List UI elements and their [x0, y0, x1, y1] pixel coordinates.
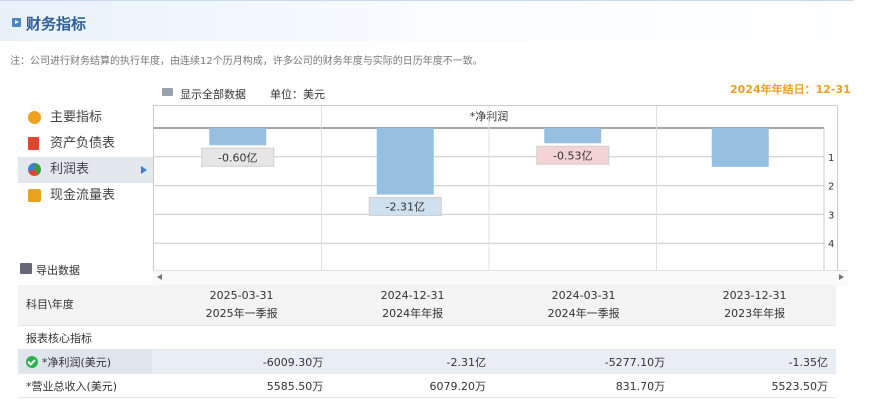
- show-all-icon[interactable]: [162, 88, 173, 96]
- table-cell: 6079.20万: [331, 373, 494, 398]
- export-data-button[interactable]: 导出数据: [20, 262, 80, 278]
- menu-item-cash-flow[interactable]: 现金流量表: [18, 183, 153, 209]
- bar: [544, 128, 602, 144]
- fiscal-note: 注：公司进行财务结算的执行年度，由连续12个历月构成，许多公司的财务年度与实际的…: [10, 56, 483, 67]
- column-period: 2023年年报: [724, 307, 786, 320]
- menu-item-label: 资产负债表: [50, 136, 116, 151]
- bar: [376, 128, 434, 195]
- table-cell: 5585.50万: [152, 373, 332, 398]
- bar: [209, 128, 267, 146]
- row-label: *净利润(美元): [42, 355, 112, 369]
- column-date: 2025-03-31: [209, 289, 274, 302]
- bar-label-box: [536, 145, 610, 165]
- title-bar: [0, 0, 853, 41]
- title-marker-icon: [12, 18, 21, 27]
- column-header: 2025-03-31 2025年一季报: [152, 285, 332, 326]
- column-period: 2024年一季报: [547, 307, 620, 320]
- fiscal-year-end: 2024年年结日：12-31: [730, 83, 851, 96]
- row-label: *营业总收入(美元): [18, 373, 152, 398]
- column-period: 2024年年报: [382, 307, 444, 320]
- scroll-right-icon[interactable]: [839, 274, 844, 280]
- bar-data-label: -0.60亿: [218, 151, 257, 164]
- sidebar-menu: 主要指标 资产负债表 利润表 现金流量表: [18, 105, 153, 209]
- column-header: 2024-12-31 2024年年报: [331, 285, 494, 326]
- scroll-left-icon[interactable]: [157, 274, 162, 280]
- pie-chart-icon: [28, 163, 41, 176]
- column-date: 2024-03-31: [551, 289, 616, 302]
- table-header-row: 科目\年度 2025-03-31 2025年一季报 2024-12-31 2024年…: [18, 285, 836, 326]
- table-row[interactable]: *净利润(美元) -6009.30万 -2.31亿 -5277.10万 -1.3…: [18, 349, 836, 374]
- section-row: 报表核心指标: [18, 325, 836, 350]
- y-tick-label: 3: [828, 210, 834, 221]
- section-label: 报表核心指标: [18, 325, 152, 350]
- column-period: 2025年一季报: [205, 307, 278, 320]
- table-cell: 831.70万: [493, 373, 674, 398]
- y-tick-label: 1: [828, 153, 834, 164]
- column-header: 2023-12-31 2023年年报: [673, 285, 836, 326]
- bar: [711, 128, 769, 167]
- menu-item-balance-sheet[interactable]: 资产负债表: [18, 131, 153, 157]
- document-icon: [28, 137, 39, 150]
- check-icon: [26, 355, 38, 368]
- menu-item-label: 利润表: [50, 162, 90, 177]
- y-tick-label: 4: [828, 239, 834, 250]
- menu-item-label: 主要指标: [50, 110, 103, 125]
- page-title: 财务指标: [26, 15, 87, 33]
- gear-sun-icon: [28, 111, 41, 124]
- column-date: 2023-12-31: [722, 289, 787, 302]
- row-label-cell: *净利润(美元): [18, 349, 152, 374]
- column-header: 2024-03-31 2024年一季报: [493, 285, 674, 326]
- show-all-button[interactable]: 显示全部数据: [180, 88, 246, 101]
- menu-item-income-statement[interactable]: 利润表: [18, 157, 153, 183]
- table-cell: -2.31亿: [331, 349, 494, 374]
- table-cell: -1.35亿: [673, 349, 836, 374]
- bar-data-label: -2.31亿: [386, 201, 425, 214]
- table-cell: 5523.50万: [673, 373, 836, 398]
- menu-item-label: 现金流量表: [50, 188, 116, 203]
- menu-item-main-indicators[interactable]: 主要指标: [18, 105, 153, 131]
- table-cell: -6009.30万: [152, 349, 332, 374]
- chart-area: *净利润 1 2 3 4 -0.60亿 -2.31亿 -0.53亿: [153, 105, 838, 271]
- bar-label-box: [368, 197, 442, 217]
- cash-icon: [28, 189, 41, 202]
- bar-label-box: [201, 147, 275, 167]
- chevron-right-icon: [141, 166, 147, 174]
- bar-data-label: -0.53亿: [553, 149, 592, 162]
- chart-scrollbar[interactable]: [153, 270, 848, 286]
- unit-label: 单位：美元: [270, 88, 325, 101]
- column-date: 2024-12-31: [380, 289, 445, 302]
- table-row[interactable]: *营业总收入(美元) 5585.50万 6079.20万 831.70万 552…: [18, 373, 836, 398]
- export-icon: [20, 263, 32, 274]
- y-tick-label: 2: [828, 182, 834, 193]
- export-label: 导出数据: [36, 264, 80, 277]
- table-cell: -5277.10万: [493, 349, 674, 374]
- header-label: 科目\年度: [18, 285, 152, 326]
- financial-table: 科目\年度 2025-03-31 2025年一季报 2024-12-31 2024年…: [18, 285, 836, 398]
